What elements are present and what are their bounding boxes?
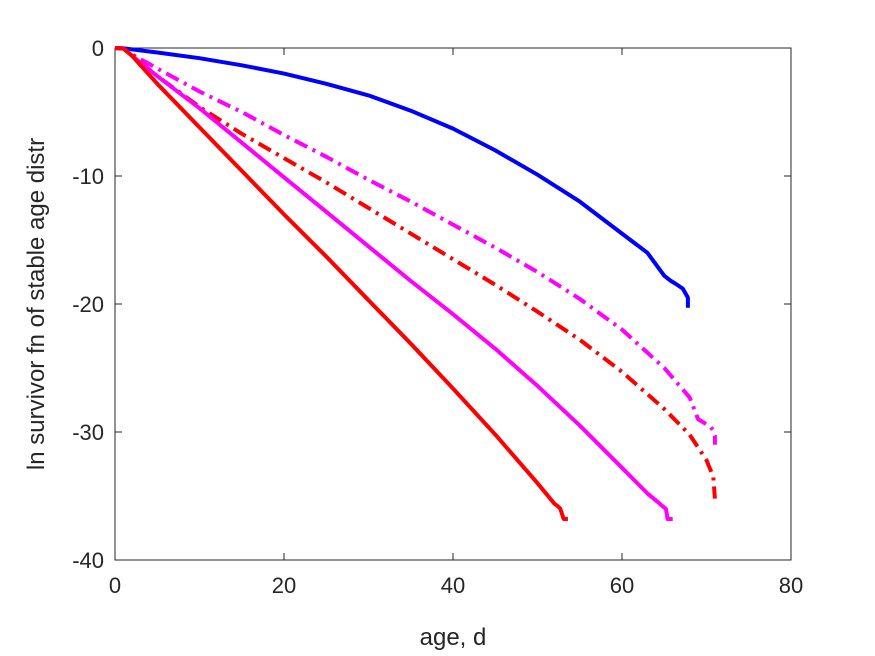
series-lines (114, 46, 717, 521)
x-tick-label: 20 (272, 573, 296, 598)
y-tick-label: -10 (72, 164, 104, 189)
x-axis-label: age, d (420, 624, 487, 651)
series-line-2 (114, 46, 717, 445)
y-axis-label: ln survivor fn of stable age distr (23, 138, 50, 470)
series-line-4 (114, 46, 673, 521)
series-line-5 (114, 46, 568, 521)
axis-ticks (114, 47, 792, 561)
x-tick-label: 0 (109, 573, 121, 598)
y-tick-label: 0 (92, 36, 104, 61)
x-tick-label: 60 (610, 573, 634, 598)
y-tick-label: -20 (72, 292, 104, 317)
tick-labels: 0 20 40 60 80 0 -10 -20 -30 -40 (72, 36, 803, 598)
y-tick-label: -40 (72, 548, 104, 573)
series-line-1 (114, 46, 690, 308)
x-tick-label: 40 (441, 573, 465, 598)
y-tick-label: -30 (72, 420, 104, 445)
x-tick-label: 80 (779, 573, 803, 598)
